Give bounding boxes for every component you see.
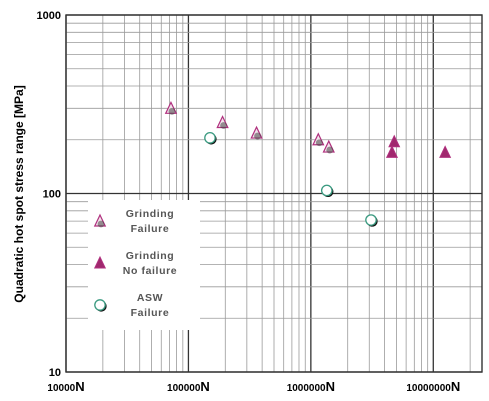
x-tick-unit: N [75,379,84,394]
y-tick-label: 10 [49,367,61,379]
x-tick-number: 1000000 [287,383,326,394]
point-series-1 [388,134,401,148]
x-tick-number: 100000 [167,383,201,394]
x-tick-label: 100000N [167,379,210,394]
grid [65,14,483,373]
legend-item: Grinding No failure [93,250,177,277]
x-tick-unit: N [326,379,335,394]
y-tick-label: 1000 [37,10,61,22]
plot-frame [65,14,483,373]
point-series-2 [204,132,217,145]
point-series-2 [320,184,334,198]
legend-marker [94,299,107,312]
point-series-0 [164,100,178,115]
legend-label: Failure [131,307,170,319]
x-tick-label: 10000N [47,379,84,394]
legend-marker [93,213,107,228]
y-axis-label: Quadratic hot spot stress range [MPa] [12,85,26,302]
data-points [164,100,452,227]
x-tick-label: 1000000N [287,379,335,394]
legend: Grinding Failure Grinding No failure ASW Fail… [88,200,200,330]
legend-label: No failure [123,265,177,277]
point-series-0 [250,125,263,140]
point-series-0 [312,132,325,147]
legend-label: ASW [137,292,163,304]
point-series-1 [385,145,399,158]
y-tick-label: 100 [43,189,61,201]
legend-label: Grinding [126,208,175,220]
x-tick-number: 10000 [47,383,75,394]
point-series-0 [322,139,335,154]
point-series-0 [216,115,229,129]
point-series-2 [365,214,378,227]
legend-item: ASW Failure [94,292,170,319]
x-tick-label: 10000000N [406,379,460,394]
legend-label: Grinding [126,250,175,262]
legend-label: Failure [131,223,170,235]
legend-box [88,200,200,330]
point-series-1 [439,145,452,158]
x-tick-number: 10000000 [406,383,451,394]
legend-marker [93,255,107,269]
legend-item: Grinding Failure [93,208,175,235]
x-tick-unit: N [451,379,460,394]
x-tick-unit: N [200,379,209,394]
